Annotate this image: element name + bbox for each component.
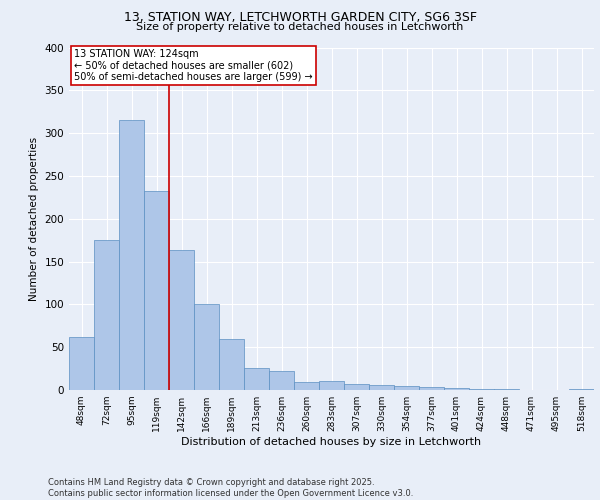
Bar [569,389,594,390]
Bar [169,250,194,390]
Bar [444,388,469,390]
Bar [69,337,94,390]
Text: 13 STATION WAY: 124sqm
← 50% of detached houses are smaller (602)
50% of semi-de: 13 STATION WAY: 124sqm ← 50% of detached… [74,49,313,82]
Bar [144,192,169,390]
Text: 13, STATION WAY, LETCHWORTH GARDEN CITY, SG6 3SF: 13, STATION WAY, LETCHWORTH GARDEN CITY,… [124,11,476,24]
Bar [269,371,294,390]
Bar [94,240,119,390]
Bar [194,304,219,390]
Bar [494,389,519,390]
X-axis label: Distribution of detached houses by size in Letchworth: Distribution of detached houses by size … [181,437,482,447]
Bar [394,386,419,390]
Bar [294,382,319,390]
Bar [119,120,144,390]
Bar [244,368,269,390]
Bar [344,384,369,390]
Y-axis label: Number of detached properties: Number of detached properties [29,136,39,301]
Bar [319,382,344,390]
Bar [419,388,444,390]
Bar [219,338,244,390]
Bar [469,389,494,390]
Bar [369,385,394,390]
Text: Size of property relative to detached houses in Letchworth: Size of property relative to detached ho… [136,22,464,32]
Text: Contains HM Land Registry data © Crown copyright and database right 2025.
Contai: Contains HM Land Registry data © Crown c… [48,478,413,498]
